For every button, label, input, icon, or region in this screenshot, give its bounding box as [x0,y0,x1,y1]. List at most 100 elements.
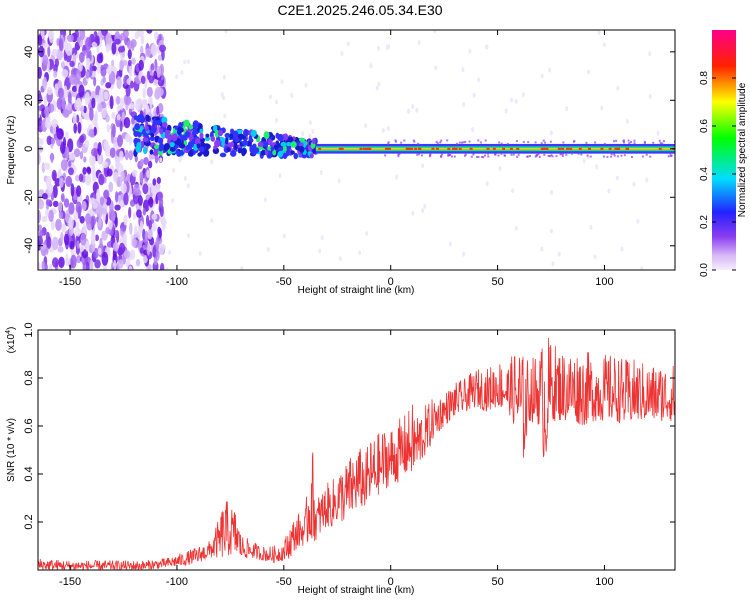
spectrogram-cell [311,129,315,135]
spectrogram-cell [129,80,134,89]
spectrogram-cell [561,155,564,158]
spectrogram-cell [484,139,487,142]
spectrogram-cell [150,132,155,138]
spectrogram-cell [97,216,102,228]
spectrogram-cell [387,142,390,145]
snr-panel: -150 -100 -50 0 50 100 1.0 0.8 0.6 0.4 0.2 Height… [5,322,676,596]
spectrogram-cell [118,259,124,269]
spectrogram-cell [602,155,605,158]
spectrogram-cell [148,96,153,105]
spectrogram-cell [413,140,416,143]
spectrogram-cell [119,199,124,208]
spectrogram-cell [73,148,81,158]
spectrogram-peak [410,147,414,150]
spectrogram-cell [251,149,257,156]
spectrogram-cell [384,154,387,157]
spectrogram-cell [417,40,421,46]
spectrogram-cell [113,259,117,270]
snr-series [38,338,675,570]
y-tick-label: 40 [23,46,35,58]
spectrogram-cell [38,195,42,206]
spectrogram-cell [295,146,302,151]
spectrogram-cell [127,59,132,67]
spectrogram-cell [52,200,59,208]
spectrogram-cell [199,132,204,140]
spectrogram-cell [421,208,425,214]
spectrogram-peak [362,147,366,150]
spectrogram-peak [414,147,418,150]
spectrogram-cell [237,147,243,154]
spectrogram-peak [367,147,371,150]
snr-x-axis-label: Height of straight line (km) [298,585,415,596]
spectrogram-cell [222,74,226,80]
spectrogram-cell [186,59,190,65]
spectrogram-cell [416,153,419,156]
spectrogram-cell [151,213,158,220]
y-tick-label: -20 [23,189,35,205]
spectrogram-cell [169,147,176,152]
spectrogram-cell [105,196,112,206]
spectrogram-cell [175,74,179,80]
spectrogram-cell [522,141,525,144]
spectrogram-cell [59,177,64,188]
spectrogram-cell [164,132,169,139]
spectrogram-cell [45,199,53,206]
spectrogram-cell [157,137,164,144]
spectrogram-cell [421,163,425,169]
spectrogram-cell [148,196,154,208]
spectrogram-cell [630,141,633,144]
spectrogram-cell [178,157,182,163]
spectrogram-cell [77,121,82,134]
spectrogram-cell [312,137,316,145]
spectrogram-cell [394,139,397,142]
spectrogram-cell [128,206,132,219]
x-tick-label: 50 [491,276,503,288]
spectrogram-cell [135,98,143,106]
spectrogram-cell [670,154,673,157]
spectrogram-peak [617,147,621,150]
spectrogram-cell [38,34,43,46]
spectrogram-cell [118,242,126,254]
spectrogram-cell [550,154,553,157]
spectrogram-peak [388,147,392,150]
spectrogram-cell [97,103,103,113]
spectrogram-cell [615,175,619,181]
spectrogram-cell [436,142,439,145]
spectrogram-cell [152,151,159,156]
spectrogram-cell [65,131,69,139]
spectrogram-cell [90,231,96,245]
colorbar: 0.0 0.2 0.4 0.6 0.8 Normalized spectral ampl… [699,30,748,277]
spectrogram-cell [148,219,152,230]
spectrogram-cell [70,183,75,197]
spectrogram-cell [462,141,465,144]
spectrogram-cell [65,146,70,161]
spectrogram-cell [128,150,133,161]
colorbar-tick-label: 0.2 [699,215,710,229]
spectrogram-cell [526,155,529,158]
spectrogram-cell [223,113,227,119]
spectrogram-cell [86,167,92,175]
spectrogram-cell [152,178,157,186]
spectrogram-cell [69,60,75,67]
spectrogram-cell [572,140,575,143]
spectrogram-cell [268,94,272,100]
spectrogram-cell [565,106,569,112]
spectrogram-peak [359,147,363,150]
spectrogram-cell [68,167,74,176]
spectrogram-cell [106,65,112,75]
spectrogram-cell [128,65,133,78]
spectrogram-cell [395,174,399,180]
x-tick-label: -150 [59,576,81,588]
spectrogram-cell [234,137,239,143]
spectrogram-cell [517,153,520,156]
spectrogram-cell [101,30,108,37]
spectrogram-cell [616,155,619,158]
spectrogram-cell [585,141,588,144]
spectrogram-peak [431,147,435,150]
spectrogram-cell [100,207,108,215]
snr-y-axis-label: SNR (10 * v/v) [6,418,17,482]
spectrogram-cell [571,152,574,155]
spectrogram-peak [587,147,591,150]
spectrogram-cell [151,126,156,134]
spectrogram-cell [149,149,154,155]
